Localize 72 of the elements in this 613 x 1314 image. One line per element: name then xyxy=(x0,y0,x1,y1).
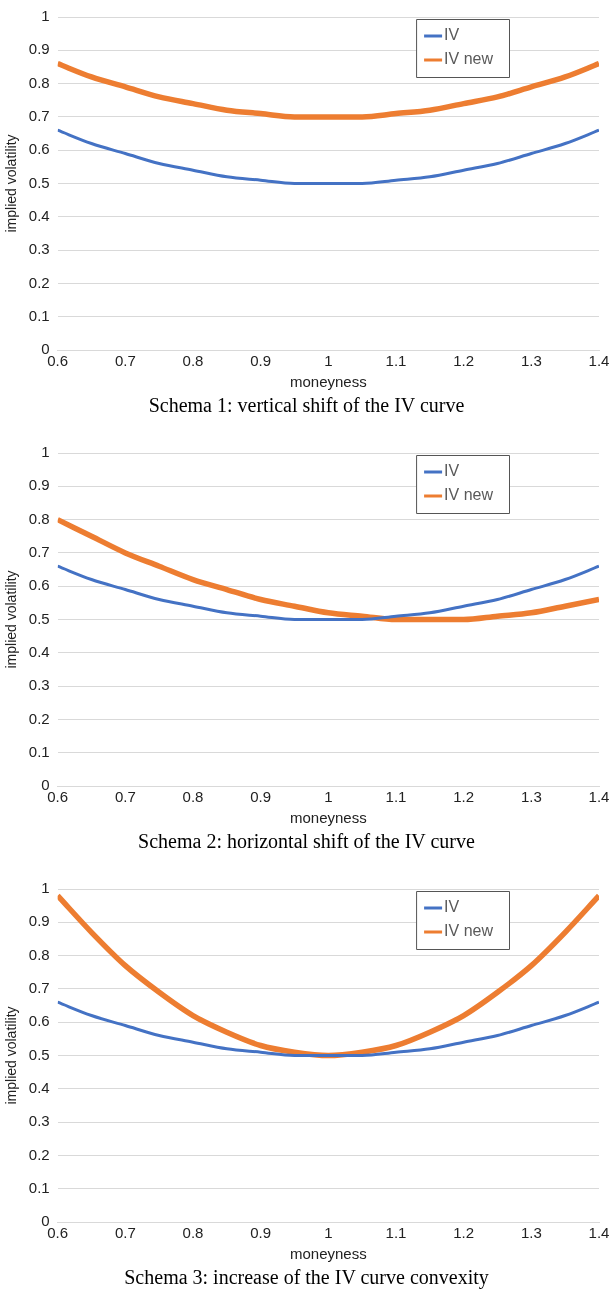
x-tick-label: 0.7 xyxy=(114,352,136,370)
y-tick-label: 0.7 xyxy=(28,107,50,125)
x-tick-label: 0.8 xyxy=(182,1224,204,1242)
y-axis-title: implied volatility xyxy=(3,1006,20,1105)
legend-label: IV xyxy=(444,462,460,480)
x-tick-label: 1 xyxy=(324,788,333,806)
y-axis-title: implied volatility xyxy=(3,134,20,233)
y-tick-label: 0.3 xyxy=(28,676,50,694)
y-tick-label: 0.7 xyxy=(28,979,50,997)
y-tick-label: 0.3 xyxy=(28,240,50,258)
x-tick-label: 1.3 xyxy=(520,1224,542,1242)
x-axis-title: moneyness xyxy=(289,809,367,827)
x-tick-label: 1.1 xyxy=(385,788,407,806)
y-tick-label: 0.7 xyxy=(28,543,50,561)
y-tick-label: 0.6 xyxy=(28,140,50,158)
y-tick-label: 1 xyxy=(41,7,50,25)
x-tick-label: 0.8 xyxy=(182,352,204,370)
legend-label: IV xyxy=(444,898,460,916)
x-tick-label: 1.1 xyxy=(385,1224,407,1242)
x-tick-label: 0.7 xyxy=(114,1224,136,1242)
y-tick-label: 0.2 xyxy=(28,709,50,727)
x-tick-label: 1 xyxy=(324,1224,333,1242)
y-tick-label: 0.8 xyxy=(28,73,50,91)
x-tick-label: 1.1 xyxy=(385,352,407,370)
y-axis-title: implied volatility xyxy=(3,570,20,669)
y-tick-label: 0.6 xyxy=(28,576,50,594)
x-tick-label: 0.9 xyxy=(250,352,272,370)
line-series xyxy=(57,564,599,621)
y-tick-label: 0.3 xyxy=(28,1112,50,1130)
text: Schema 3: increase of the IV curve convexity xyxy=(123,1266,490,1289)
x-tick-label: 1.4 xyxy=(588,352,610,370)
legend-label: IV new xyxy=(444,486,494,504)
x-tick-label: 1.2 xyxy=(453,788,475,806)
y-tick-label: 0.1 xyxy=(28,306,50,324)
x-axis-title: moneyness xyxy=(289,373,367,391)
y-tick-label: 0.4 xyxy=(28,642,50,660)
y-tick-label: 0.9 xyxy=(28,476,50,494)
y-tick-label: 0.9 xyxy=(28,912,50,930)
y-tick-label: 0.6 xyxy=(28,1012,50,1030)
x-tick-label: 1.3 xyxy=(520,788,542,806)
y-tick-label: 0.2 xyxy=(28,1145,50,1163)
y-tick-label: 0.5 xyxy=(28,1045,50,1063)
y-tick-label: 0.8 xyxy=(28,509,50,527)
x-tick-label: 0.7 xyxy=(114,788,136,806)
text: Schema 1: vertical shift of the IV curve xyxy=(147,394,466,417)
y-tick-label: 0.5 xyxy=(28,609,50,627)
legend-label: IV new xyxy=(444,50,494,68)
y-tick-label: 0.1 xyxy=(28,1178,50,1196)
x-tick-label: 1.4 xyxy=(588,788,610,806)
x-tick-label: 0.8 xyxy=(182,788,204,806)
legend-label: IV new xyxy=(444,922,494,940)
text: Schema 2: horizontal shift of the IV curve xyxy=(137,830,476,853)
y-tick-label: 0.2 xyxy=(28,273,50,291)
x-tick-label: 1.4 xyxy=(588,1224,610,1242)
legend-label: IV xyxy=(444,26,460,44)
x-tick-label: 1.3 xyxy=(520,352,542,370)
y-tick-label: 1 xyxy=(41,443,50,461)
x-tick-label: 1 xyxy=(324,352,333,370)
y-tick-label: 1 xyxy=(41,879,50,897)
x-tick-label: 1.2 xyxy=(453,352,475,370)
x-tick-label: 1.2 xyxy=(453,1224,475,1242)
x-tick-label: 0.9 xyxy=(250,1224,272,1242)
line-series xyxy=(57,1000,599,1057)
y-tick-label: 0.1 xyxy=(28,742,50,760)
y-tick-label: 0.4 xyxy=(28,1078,50,1096)
line-series xyxy=(57,128,599,185)
y-tick-label: 0.8 xyxy=(28,945,50,963)
x-tick-label: 0.9 xyxy=(250,788,272,806)
y-tick-label: 0.5 xyxy=(28,173,50,191)
y-tick-label: 0.9 xyxy=(28,40,50,58)
y-tick-label: 0.4 xyxy=(28,206,50,224)
x-axis-title: moneyness xyxy=(289,1245,367,1263)
